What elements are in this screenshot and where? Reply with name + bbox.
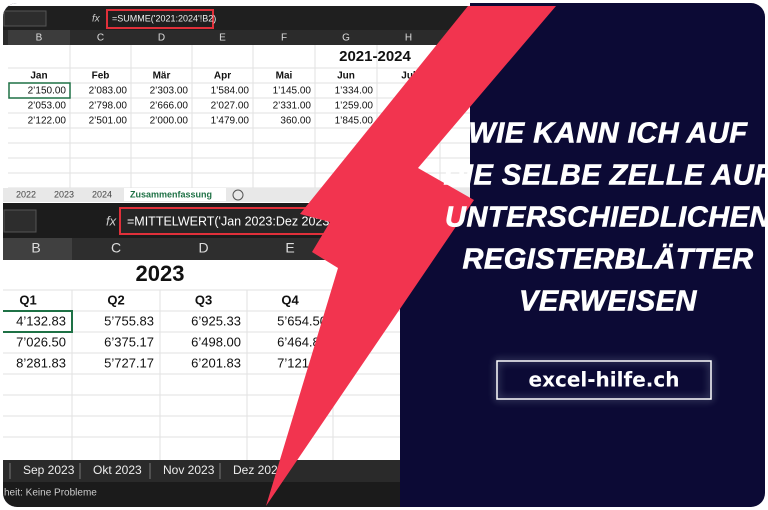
headline-line: Wie kann ich auf	[468, 118, 748, 150]
cell: 1’479.00	[211, 116, 250, 127]
sheet-tab: 2023	[54, 189, 74, 199]
cell: 2’798.00	[89, 101, 128, 112]
cell: 6’375.17	[104, 334, 154, 349]
column-header: G	[342, 33, 350, 44]
column-header: D	[158, 33, 165, 44]
quarter-header: Q3	[195, 292, 212, 307]
cell: 6’498.00	[191, 334, 241, 349]
month-header: Mär	[153, 71, 171, 82]
cell: 5’727.17	[104, 355, 154, 370]
cell: 1’334.00	[335, 86, 374, 97]
month-header: Mai	[276, 71, 293, 82]
sheet-tab: Dez 2023	[233, 463, 285, 477]
month-header: Jun	[337, 71, 355, 82]
formula: =SUMME('2021:2024'!B2)	[112, 13, 216, 23]
lightning-bolt	[266, 6, 556, 506]
add-sheet-button	[232, 189, 244, 201]
cell: 360.00	[280, 116, 311, 127]
selected-column	[3, 238, 72, 260]
cell: 2’331.00	[273, 101, 312, 112]
headline-line: unterschiedlichen	[445, 202, 768, 234]
cell: 2’666.00	[150, 101, 189, 112]
cell: 2’027.00	[211, 101, 250, 112]
cell: 2’122.00	[28, 116, 67, 127]
fx-label: fx	[106, 213, 117, 228]
tab-bar	[3, 460, 400, 482]
sheet-tab: Sep 2023	[23, 463, 75, 477]
cell: 2’501.00	[89, 116, 128, 127]
formula: =MITTELWERT('Jan 2023:Dez 2023'!B2:D2)	[127, 214, 374, 228]
cell: 1’259.00	[335, 101, 374, 112]
cell: 6’925.33	[191, 313, 241, 328]
column-header: E	[219, 33, 226, 44]
column-header: B	[31, 240, 40, 256]
column-header: B	[36, 33, 43, 44]
sheet-title: 2021-2024	[339, 48, 411, 65]
selected-column	[8, 30, 70, 45]
column-header: C	[97, 33, 104, 44]
month-header: Jul	[401, 71, 416, 82]
cell: 6’201.83	[191, 355, 241, 370]
quarter-header: Q2	[107, 292, 124, 307]
fx-label: fx	[92, 14, 101, 25]
column-header: H	[405, 33, 412, 44]
sheet-title: 2023	[136, 261, 185, 286]
cell: 2’083.00	[89, 86, 128, 97]
name-box	[3, 10, 47, 27]
sheet-tab: 2024	[92, 189, 112, 199]
column-header-row	[3, 30, 470, 45]
active-tab	[124, 188, 226, 201]
column-header-row	[3, 238, 400, 260]
headline-line: verweisen	[519, 286, 698, 318]
sheet-tab: Nov 2023	[163, 463, 215, 477]
month-header: Jan	[30, 71, 47, 82]
quarter-header: Q4	[281, 292, 299, 307]
cell: 2’150.00	[28, 86, 67, 97]
sheet-tab: Okt 2023	[93, 463, 142, 477]
sheet-tab: 2022	[16, 189, 36, 199]
cell: 1’845.00	[335, 116, 374, 127]
cell: 4’132.83	[16, 313, 66, 328]
cell: 2’000.00	[150, 116, 189, 127]
site-name: excel-hilfe.ch	[529, 368, 680, 392]
headline-line: die selbe Zelle auf	[443, 160, 768, 192]
sheet-tab: Zusammenfassung	[130, 189, 212, 199]
active-cell	[3, 310, 73, 333]
site-box	[496, 360, 712, 400]
column-header: F	[281, 33, 287, 44]
cell: 5’654.50	[277, 313, 327, 328]
quarter-header: Q1	[19, 292, 36, 307]
status-text: heit: Keine Probleme	[4, 488, 97, 499]
column-header: E	[285, 240, 294, 256]
formula-highlight	[106, 9, 214, 29]
cell: 8’281.83	[16, 355, 66, 370]
active-cell	[8, 82, 71, 99]
column-header: C	[111, 240, 121, 256]
cell: 5’755.83	[104, 313, 154, 328]
cell: 1’145.00	[273, 86, 312, 97]
column-header: D	[198, 240, 208, 256]
formula-bar	[3, 6, 470, 30]
status-bar	[3, 482, 400, 507]
month-header: Apr	[214, 71, 231, 82]
month-header: Feb	[92, 71, 110, 82]
headline-line: Registerblätter	[462, 243, 753, 276]
cell: 1’584.00	[211, 86, 250, 97]
name-box	[3, 209, 37, 233]
cell: 7’026.50	[16, 334, 66, 349]
cell: 2’303.00	[150, 86, 189, 97]
cell: 2’053.00	[28, 101, 67, 112]
